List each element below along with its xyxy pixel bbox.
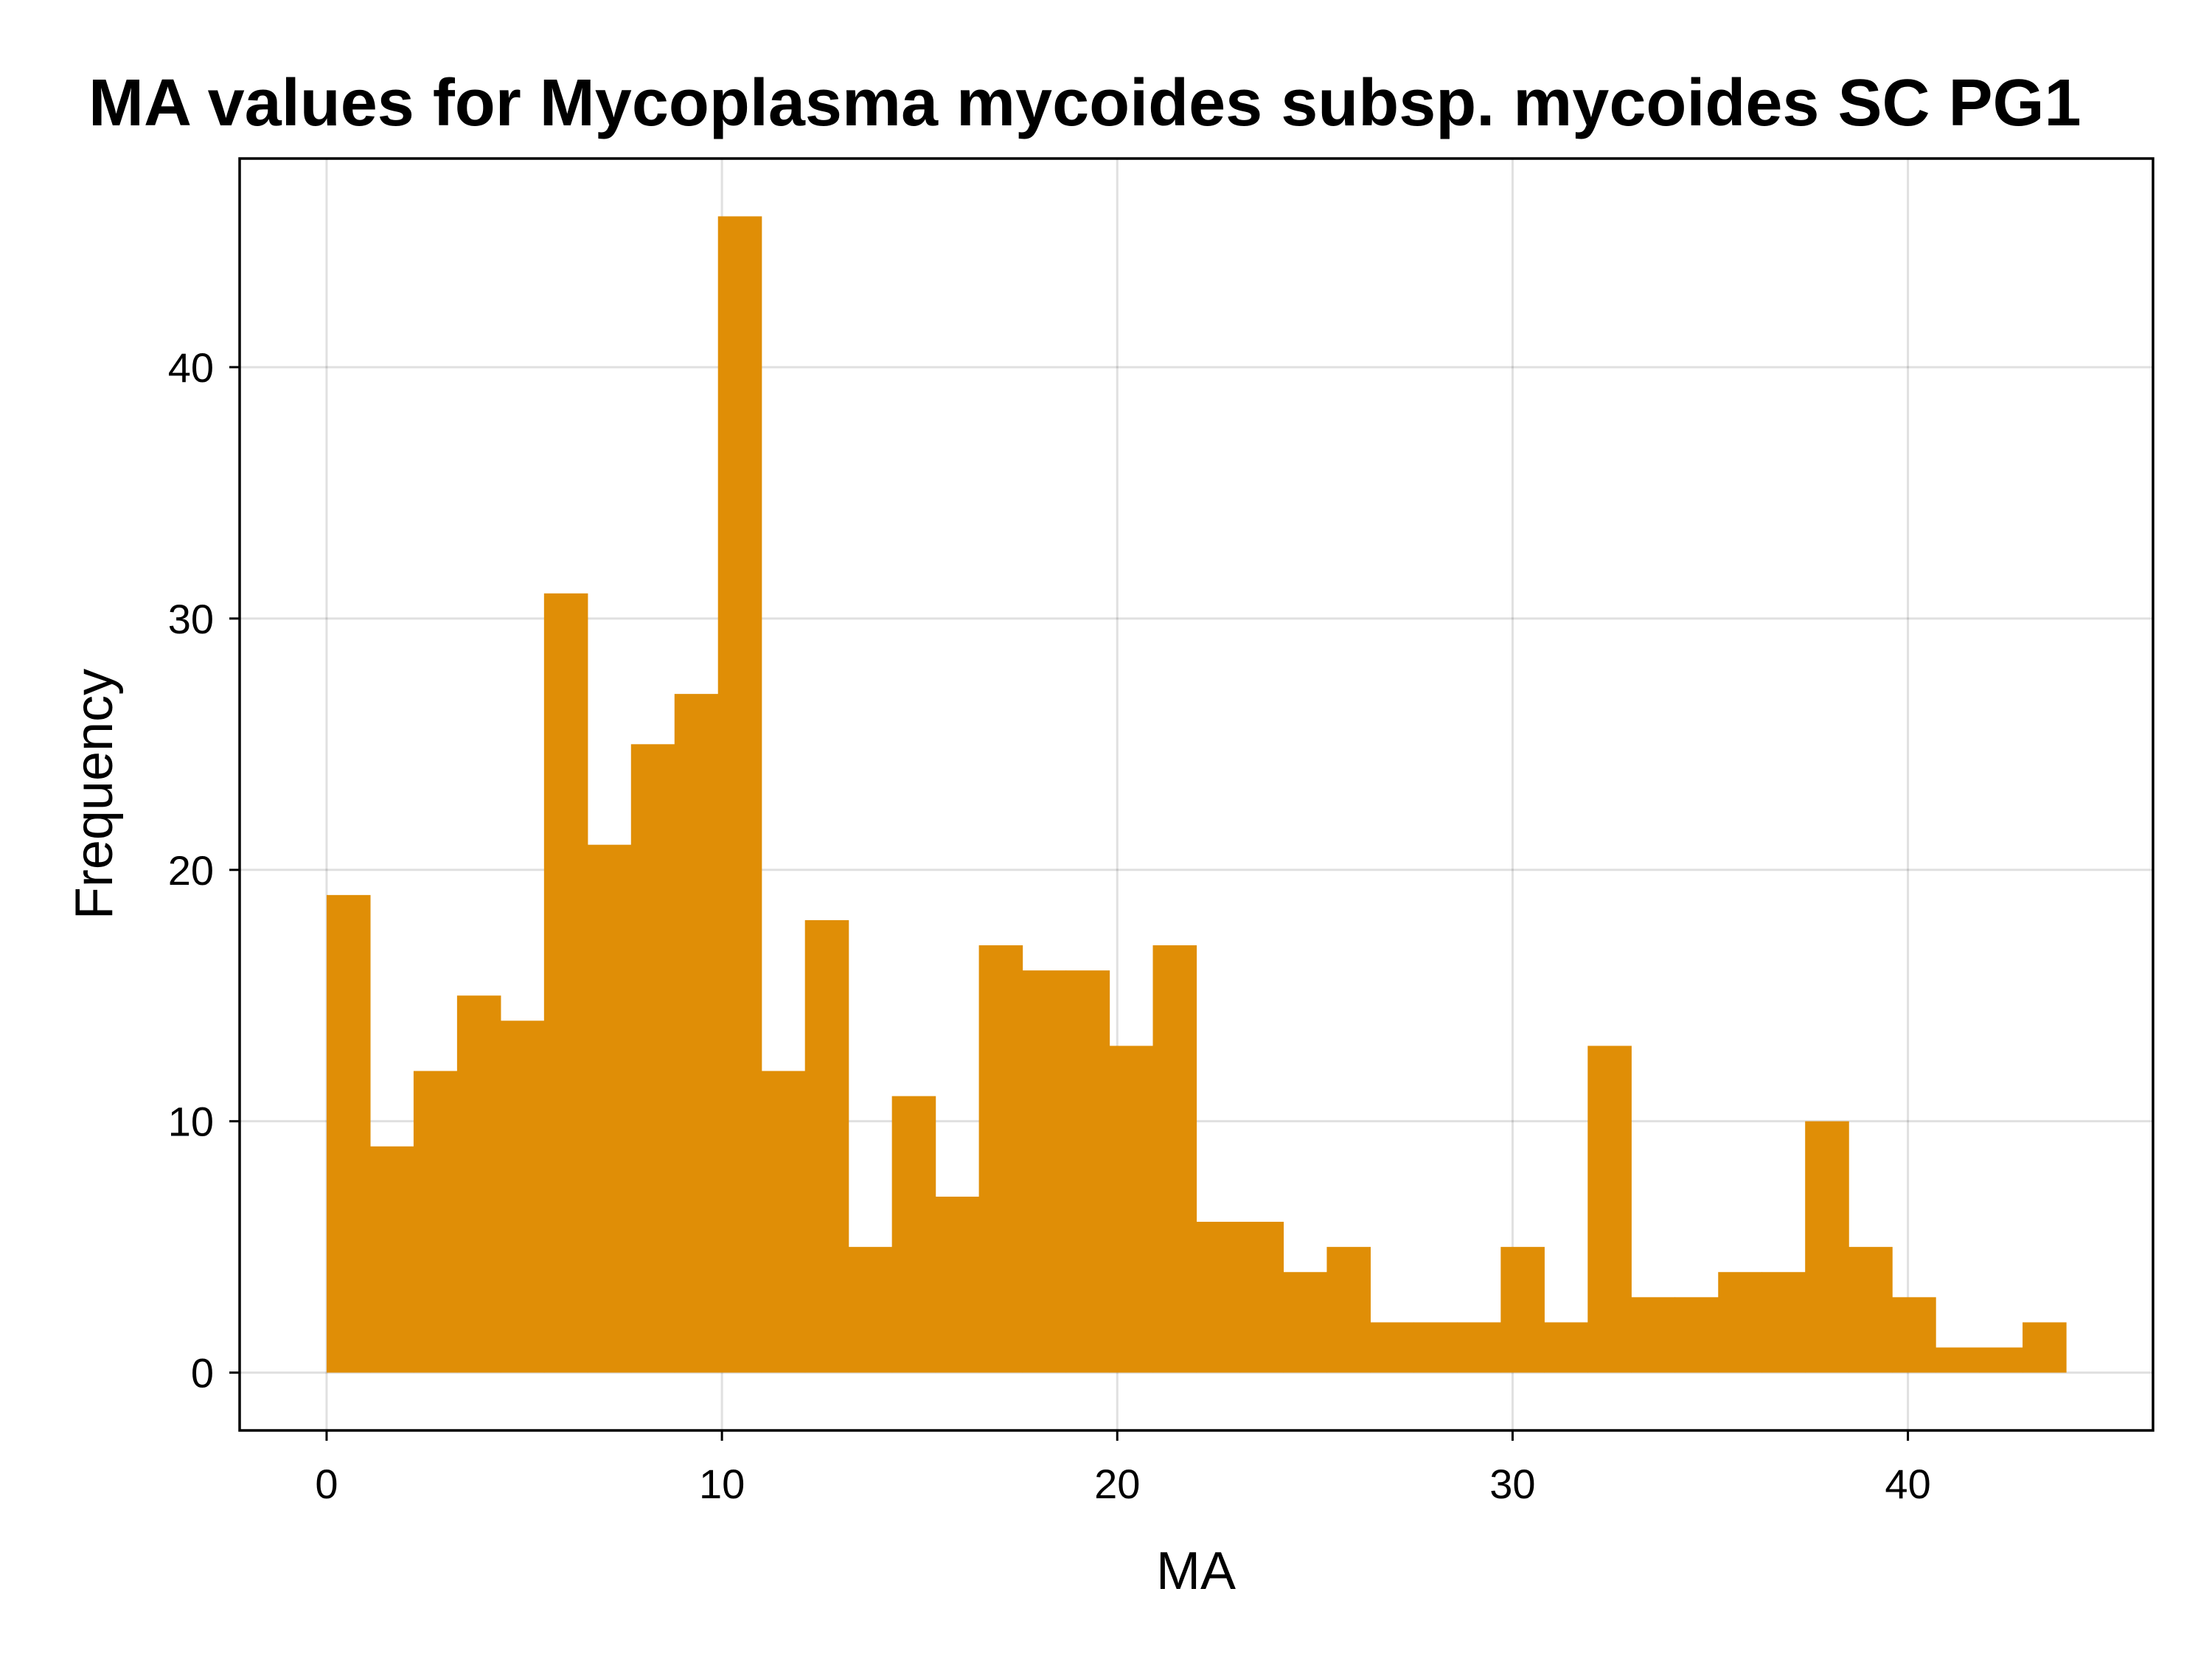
y-tick-label: 20 xyxy=(168,847,214,894)
histogram-bar-30 xyxy=(1631,1297,1675,1373)
histogram-bar-28 xyxy=(1544,1322,1588,1373)
histogram-bar-0 xyxy=(326,894,371,1373)
histogram-bar-31 xyxy=(1674,1297,1719,1373)
histogram-bar-4 xyxy=(500,1020,545,1373)
histogram-bar-7 xyxy=(630,744,675,1373)
histogram-bar-36 xyxy=(1892,1297,1936,1373)
histogram-bar-10 xyxy=(761,1071,806,1373)
histogram-bars xyxy=(326,216,2067,1373)
histogram-bar-22 xyxy=(1283,1272,1328,1373)
histogram-bar-17 xyxy=(1065,970,1110,1373)
histogram-bar-24 xyxy=(1370,1322,1414,1373)
histogram-bar-35 xyxy=(1848,1247,1893,1373)
y-axis-label: Frequency xyxy=(65,669,124,919)
chart-title: MA values for Mycoplasma mycoides subsp.… xyxy=(88,66,2081,140)
y-tick-label: 10 xyxy=(168,1099,214,1145)
histogram-bar-37 xyxy=(1935,1347,1980,1373)
plot-frame xyxy=(238,157,2154,1432)
histogram-bar-1 xyxy=(369,1146,414,1373)
histogram-bar-14 xyxy=(935,1196,980,1373)
histogram-bar-27 xyxy=(1500,1247,1545,1373)
y-tick-label: 40 xyxy=(168,344,214,391)
x-axis-ticks: 0 10 20 30 40 xyxy=(315,1430,1931,1507)
histogram-bar-18 xyxy=(1109,1046,1154,1373)
x-tick-label: 30 xyxy=(1489,1461,1535,1507)
x-axis-label: MA xyxy=(1156,1542,1236,1601)
x-tick-label: 0 xyxy=(315,1461,338,1507)
histogram-bar-9 xyxy=(717,216,762,1373)
x-tick-label: 20 xyxy=(1094,1461,1140,1507)
histogram-bar-25 xyxy=(1413,1322,1458,1373)
x-tick-label: 40 xyxy=(1885,1461,1930,1507)
y-axis-ticks: 0 10 20 30 40 xyxy=(168,344,240,1397)
histogram-bar-15 xyxy=(978,945,1023,1373)
x-tick-label: 10 xyxy=(699,1461,745,1507)
histogram-bar-33 xyxy=(1761,1272,1806,1373)
histogram-bar-34 xyxy=(1805,1121,1849,1373)
histogram-bar-6 xyxy=(587,844,632,1373)
histogram-bar-11 xyxy=(804,919,849,1373)
histogram-bar-26 xyxy=(1457,1322,1501,1373)
histogram-bar-8 xyxy=(674,694,719,1373)
y-tick-label: 0 xyxy=(191,1350,214,1397)
histogram-bar-13 xyxy=(891,1096,936,1373)
histogram-bar-21 xyxy=(1239,1222,1284,1373)
histogram-bar-16 xyxy=(1022,970,1067,1373)
histogram-bar-29 xyxy=(1587,1046,1632,1373)
histogram-bar-39 xyxy=(2023,1322,2067,1373)
histogram-bar-38 xyxy=(1979,1347,2023,1373)
histogram-bar-23 xyxy=(1326,1247,1371,1373)
histogram-bar-5 xyxy=(543,593,588,1373)
histogram-bar-12 xyxy=(848,1247,893,1373)
histogram-bar-32 xyxy=(1718,1272,1762,1373)
histogram-bar-20 xyxy=(1196,1222,1241,1373)
histogram-bar-2 xyxy=(413,1071,458,1373)
y-tick-label: 30 xyxy=(168,596,214,642)
histogram-bar-3 xyxy=(456,995,501,1373)
histogram-bar-19 xyxy=(1152,945,1197,1373)
